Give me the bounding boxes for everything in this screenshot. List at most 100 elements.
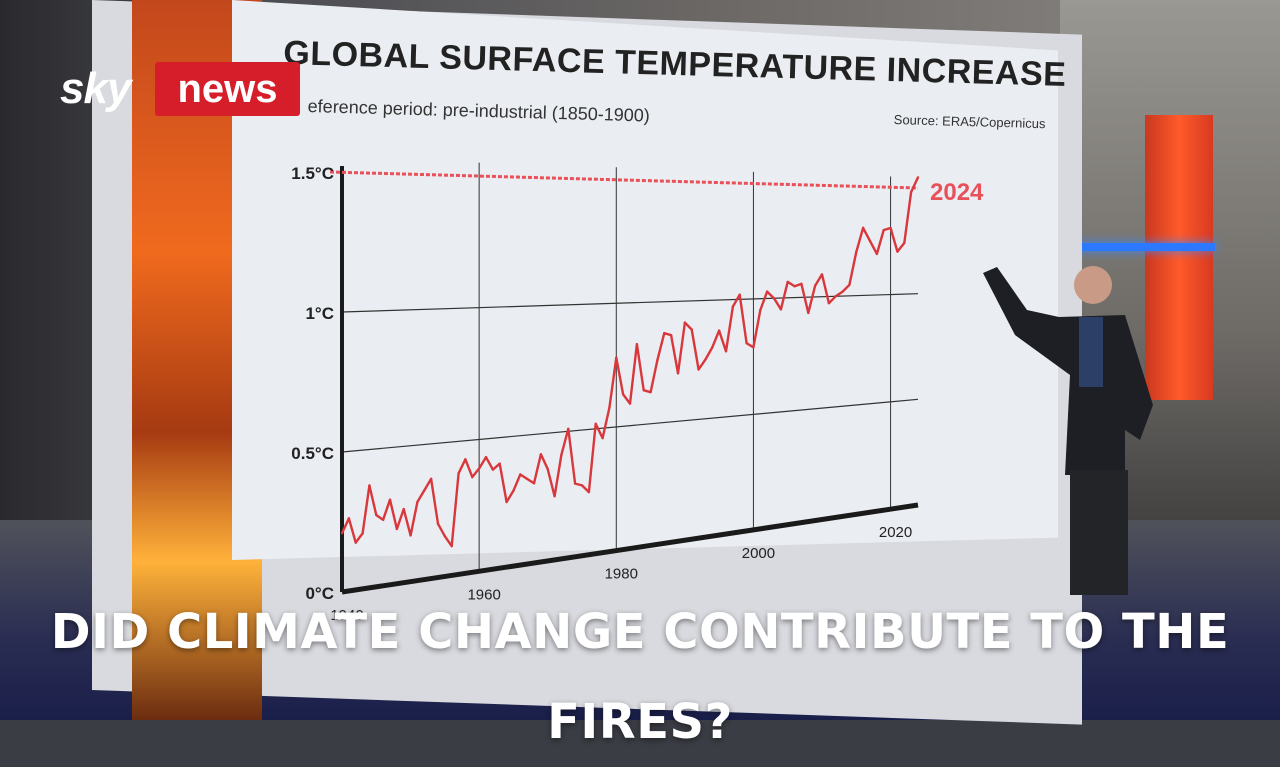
- x-tick-label: 2000: [742, 545, 775, 562]
- data-point: [402, 507, 405, 511]
- x-tick-label: 1980: [605, 566, 638, 583]
- presenter-figure: [983, 266, 1153, 595]
- data-point: [546, 467, 549, 471]
- data-point: [580, 484, 584, 487]
- temperature-chart: 0°C 0.5°C 1°C 1.5°C 1940 1960 1980 2000 2020 2024: [291, 162, 984, 624]
- data-point: [601, 436, 604, 440]
- data-point: [896, 250, 899, 253]
- data-point: [423, 489, 426, 492]
- data-point: [855, 250, 858, 254]
- data-point: [615, 356, 618, 359]
- data-point: [745, 341, 748, 345]
- blue-light-strip: [1065, 243, 1215, 251]
- data-point: [635, 343, 639, 346]
- data-point: [560, 453, 563, 456]
- logo-news-box: news: [155, 62, 300, 116]
- data-point: [909, 190, 913, 194]
- x-axis-line: [341, 502, 919, 595]
- data-point: [848, 283, 851, 287]
- data-point: [464, 458, 467, 461]
- data-point: [505, 500, 508, 504]
- data-point: [738, 293, 741, 296]
- data-point: [539, 453, 543, 456]
- data-point: [608, 406, 611, 409]
- data-point: [752, 346, 755, 349]
- data-point: [676, 372, 680, 375]
- data-point: [498, 462, 501, 465]
- data-point: [916, 176, 920, 179]
- data-point: [649, 390, 652, 394]
- x-tick-label: 1960: [467, 586, 500, 603]
- data-point: [436, 522, 440, 525]
- data-point: [628, 402, 632, 405]
- data-point: [800, 282, 803, 286]
- y-tick-label: 0.5°C: [291, 444, 334, 463]
- x-tick-label: 2020: [879, 524, 912, 541]
- data-point: [868, 239, 872, 243]
- data-point: [724, 350, 728, 353]
- data-point: [443, 535, 447, 538]
- data-point: [772, 297, 776, 300]
- data-point: [477, 467, 481, 470]
- data-point: [409, 534, 412, 537]
- data-point: [889, 226, 892, 230]
- data-point: [553, 495, 556, 498]
- y-tick-label: 0°C: [305, 584, 334, 603]
- data-point: [882, 228, 885, 232]
- data-point: [512, 489, 515, 493]
- data-point: [656, 358, 659, 362]
- data-point: [731, 305, 735, 308]
- data-point: [340, 532, 344, 535]
- data-point: [875, 252, 879, 256]
- data-point: [484, 456, 488, 459]
- data-point: [354, 541, 357, 544]
- threshold-line: [329, 170, 919, 190]
- data-point: [450, 544, 453, 548]
- data-point: [388, 498, 392, 501]
- data-point: [779, 308, 783, 311]
- data-point: [347, 517, 351, 520]
- data-point: [416, 500, 419, 504]
- data-point: [697, 368, 700, 371]
- x-tick-label: 1940: [330, 607, 363, 624]
- headline-caption: DID CLIMATE CHANGE CONTRIBUTE TO THE FIR…: [50, 604, 1230, 750]
- data-point: [519, 473, 522, 476]
- data-point: [663, 331, 666, 335]
- chart-screen: [232, 0, 1058, 560]
- data-point: [642, 389, 645, 392]
- data-point: [567, 427, 570, 430]
- data-point: [587, 490, 591, 494]
- red-light-column: [1145, 115, 1213, 400]
- data-point: [594, 422, 597, 426]
- y-tick-label: 1.5°C: [291, 164, 334, 183]
- data-point: [457, 472, 460, 475]
- data-point: [381, 518, 385, 521]
- data-point: [532, 482, 536, 485]
- data-point: [861, 226, 865, 230]
- data-point: [820, 273, 824, 276]
- gridline-y: [341, 293, 919, 313]
- data-point: [683, 321, 687, 324]
- data-point: [793, 285, 796, 288]
- logo-sky-text: sky: [60, 64, 131, 113]
- data-point: [573, 482, 577, 485]
- data-point: [717, 329, 721, 332]
- data-point: [690, 328, 693, 331]
- data-point: [621, 393, 625, 396]
- data-point: [491, 468, 495, 471]
- data-point: [395, 527, 399, 531]
- data-point: [827, 301, 831, 305]
- gridline-y: [341, 398, 919, 453]
- temperature-line: [340, 176, 920, 548]
- data-point: [429, 477, 433, 481]
- data-point: [903, 241, 906, 245]
- data-point: [765, 290, 769, 293]
- data-point: [834, 295, 837, 298]
- data-point: [669, 334, 673, 337]
- data-point: [471, 475, 474, 479]
- data-point: [841, 290, 844, 293]
- data-point: [759, 308, 762, 312]
- data-point: [361, 532, 364, 535]
- annotation-label: 2024: [930, 179, 984, 206]
- data-point: [711, 346, 714, 349]
